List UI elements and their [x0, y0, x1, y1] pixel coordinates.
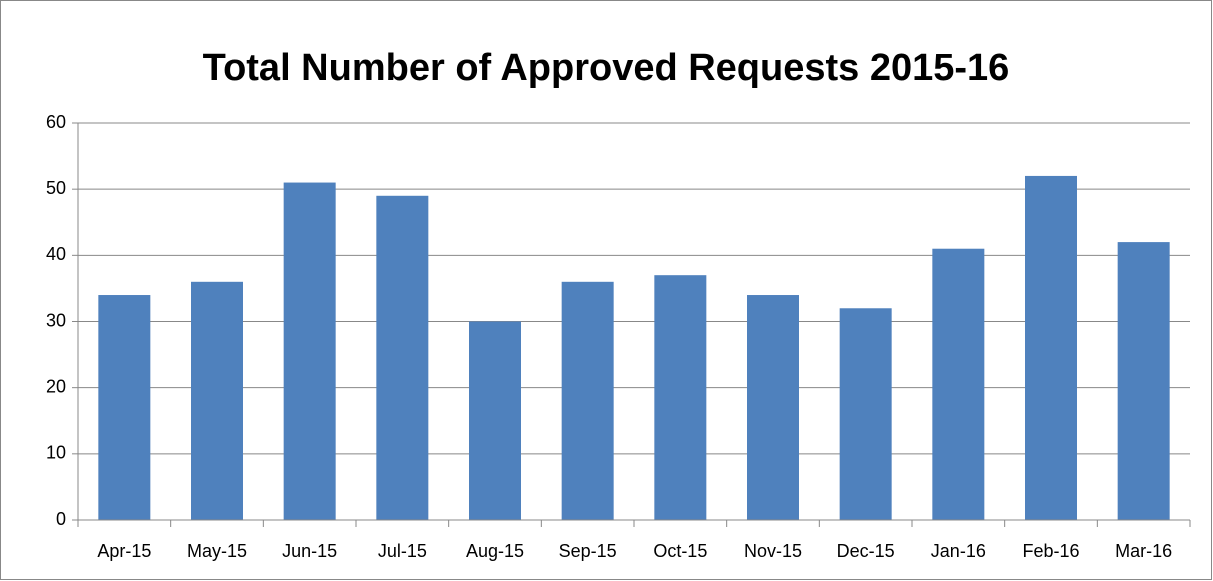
y-tick-label: 60	[46, 112, 66, 132]
x-tick-label: May-15	[187, 541, 247, 561]
x-tick-label: Jul-15	[378, 541, 427, 561]
y-tick-label: 50	[46, 178, 66, 198]
bar	[1117, 242, 1170, 520]
x-tick-label: Oct-15	[653, 541, 707, 561]
x-tick-label: Apr-15	[97, 541, 151, 561]
chart-title: Total Number of Approved Requests 2015-1…	[203, 47, 1010, 89]
y-tick-label: 20	[46, 376, 66, 396]
bar	[191, 281, 243, 520]
x-tick-label: Mar-16	[1115, 541, 1172, 561]
bar	[561, 281, 614, 520]
x-tick-label: Dec-15	[837, 541, 895, 561]
bar	[283, 182, 336, 521]
bar	[376, 195, 429, 521]
y-tick-label: 40	[46, 244, 66, 264]
x-tick-label: Jan-16	[931, 541, 986, 561]
y-tick-label: 0	[56, 509, 66, 529]
y-tick-label: 30	[46, 310, 66, 330]
x-tick-label: Aug-15	[466, 541, 524, 561]
bar	[1025, 175, 1077, 520]
bar	[654, 275, 707, 520]
y-tick-label: 10	[46, 443, 66, 463]
x-tick-label: Jun-15	[282, 541, 337, 561]
bar	[98, 295, 151, 520]
bar	[839, 308, 892, 520]
x-tick-label: Nov-15	[744, 541, 802, 561]
bar	[747, 295, 799, 520]
x-tick-label: Sep-15	[559, 541, 617, 561]
bar	[932, 248, 985, 520]
x-tick-label: Feb-16	[1022, 541, 1079, 561]
bar	[469, 321, 521, 520]
